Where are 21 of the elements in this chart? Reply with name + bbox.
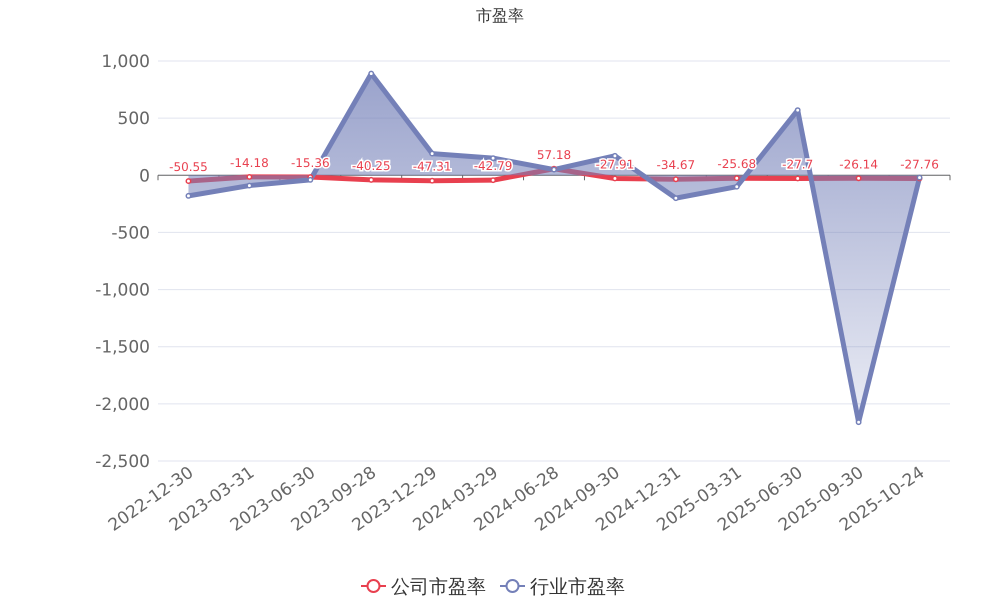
y-tick-label: -1,500 bbox=[95, 338, 150, 358]
data-label: -47.31 bbox=[412, 160, 452, 174]
y-tick-label: 500 bbox=[118, 109, 150, 130]
y-tick-label: -500 bbox=[111, 223, 150, 244]
y-tick-label: 1,000 bbox=[101, 52, 150, 72]
data-label: -42.79 bbox=[474, 159, 512, 174]
y-tick-label: 0 bbox=[139, 166, 150, 186]
y-tick-label: -2,000 bbox=[95, 394, 150, 415]
data-label: -26.14 bbox=[839, 157, 878, 172]
y-tick-label: -1,000 bbox=[95, 280, 150, 301]
data-label: 57.18 bbox=[536, 148, 572, 162]
legend-label: 行业市盈率 bbox=[530, 576, 625, 598]
y-tick-label: -2,500 bbox=[95, 452, 150, 472]
data-label: -27.91 bbox=[596, 157, 634, 172]
data-label: -40.25 bbox=[352, 158, 391, 173]
chart-title: 市盈率 bbox=[476, 6, 524, 25]
data-label: -14.18 bbox=[230, 156, 269, 170]
data-label: -50.55 bbox=[169, 160, 208, 174]
data-label: -34.67 bbox=[656, 158, 696, 172]
data-label: -27.76 bbox=[900, 157, 939, 172]
legend-label: 公司市盈率 bbox=[391, 576, 486, 598]
